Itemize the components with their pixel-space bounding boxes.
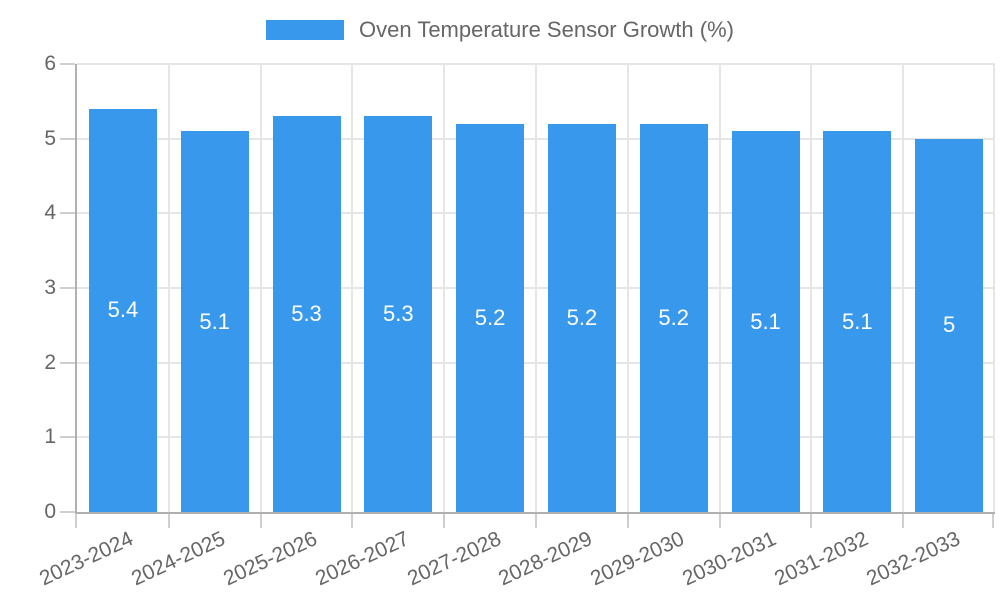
y-axis-tick-label: 3	[44, 276, 56, 299]
bar[interactable]: 5.3	[272, 116, 341, 512]
x-axis-line	[75, 512, 995, 514]
bar-value-label: 5	[942, 312, 956, 338]
x-axis-tick-label: 2024-2025	[128, 527, 230, 591]
chart-legend[interactable]: Oven Temperature Sensor Growth (%)	[0, 16, 1000, 44]
v-gridline	[810, 64, 813, 512]
bar[interactable]: 5.2	[639, 123, 708, 512]
x-axis-tick-label: 2027-2028	[403, 527, 505, 591]
y-axis-tick-label: 0	[44, 500, 56, 523]
bar-value-label: 5.1	[842, 308, 873, 334]
x-axis-tick-label: 2023-2024	[36, 527, 138, 591]
v-gridline	[535, 64, 537, 512]
bar-value-label: 5.3	[383, 301, 414, 327]
bar-value-label: 5.4	[107, 297, 139, 323]
x-axis-tick	[167, 514, 170, 528]
y-axis-tick-label: 5	[44, 126, 56, 150]
x-axis-tick	[535, 514, 537, 528]
x-axis-tick	[443, 514, 446, 528]
y-axis-tick	[60, 511, 75, 513]
legend-swatch	[266, 20, 345, 40]
bar[interactable]: 5.2	[456, 123, 525, 512]
y-axis-tick	[60, 63, 75, 65]
x-axis-tick-label: 2026-2027	[311, 527, 413, 591]
x-axis-tick	[626, 514, 629, 528]
y-axis-tick-label: 1	[44, 425, 56, 449]
y-axis-tick-label: 4	[44, 201, 56, 225]
x-axis-tick-label: 2031-2032	[770, 527, 872, 591]
x-axis-tick	[810, 514, 813, 528]
x-axis-tick	[902, 514, 905, 528]
bar-value-label: 5.1	[199, 308, 230, 334]
y-axis-tick	[60, 361, 75, 364]
y-axis-tick-label: 2	[44, 350, 56, 374]
bar-value-label: 5.2	[566, 304, 598, 330]
y-axis-tick	[60, 287, 75, 289]
y-axis-tick	[60, 436, 75, 439]
legend-label: Oven Temperature Sensor Growth (%)	[359, 17, 734, 42]
v-gridline	[351, 64, 354, 512]
y-axis-tick	[60, 137, 75, 140]
bar-value-label: 5.2	[474, 304, 506, 330]
bar-value-label: 5.1	[750, 308, 781, 334]
x-axis-tick-label: 2028-2029	[495, 527, 597, 591]
x-axis-tick-label: 2029-2030	[587, 527, 689, 591]
x-axis-tick	[992, 514, 994, 528]
v-gridline	[626, 64, 629, 512]
x-axis-tick	[718, 514, 721, 528]
x-axis-tick	[259, 514, 262, 528]
y-axis-line	[75, 64, 77, 514]
x-axis-tick	[75, 514, 77, 528]
x-axis-tick-label: 2030-2031	[679, 527, 780, 591]
x-axis-tick-label: 2025-2026	[220, 527, 321, 591]
bar[interactable]: 5	[915, 138, 984, 512]
bar[interactable]: 5.1	[180, 131, 249, 512]
v-gridline	[443, 64, 446, 512]
x-axis-tick-label: 2032-2033	[862, 527, 964, 591]
bar-value-label: 5.3	[291, 301, 322, 327]
v-gridline	[718, 64, 721, 512]
plot-area: 0 1 2 3 4 5 6 5.4 2023-2024 5.1 2024-2025 5.3 2025-2…	[36, 53, 995, 590]
v-gridline	[993, 64, 995, 512]
v-gridline	[167, 64, 170, 512]
bar-value-label: 5.2	[658, 304, 689, 330]
x-axis-tick	[351, 514, 354, 528]
y-axis-tick	[60, 212, 75, 215]
bar[interactable]: 5.3	[364, 116, 433, 512]
bar[interactable]: 5.2	[547, 123, 616, 512]
bar[interactable]: 5.1	[731, 131, 800, 512]
bar[interactable]: 5.1	[823, 131, 892, 512]
v-gridline	[259, 64, 262, 512]
bar[interactable]: 5.4	[88, 108, 157, 512]
v-gridline	[902, 64, 905, 512]
y-axis-tick-label: 6	[44, 52, 56, 75]
